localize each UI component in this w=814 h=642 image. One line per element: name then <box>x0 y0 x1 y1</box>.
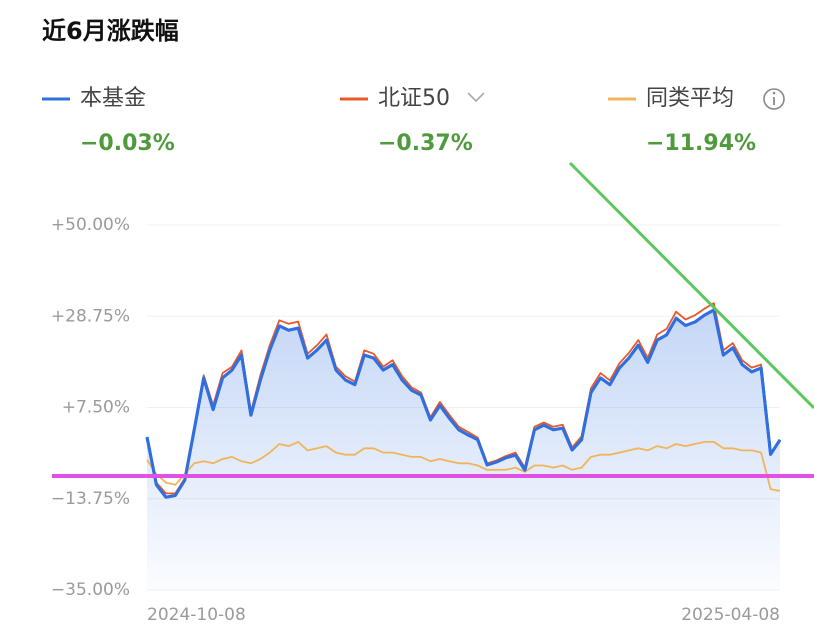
legend-label: 北证50 <box>378 86 450 111</box>
legend-change: −0.37% <box>378 131 473 156</box>
y-tick-label: +7.50% <box>62 398 130 418</box>
line <box>146 441 781 492</box>
y-tick-label: +50.00% <box>51 215 130 235</box>
legend-icons <box>467 88 785 110</box>
y-tick-label: −35.00% <box>51 580 130 600</box>
dropdown-icon[interactable] <box>467 92 485 103</box>
y-tick-label: −13.75% <box>51 489 130 509</box>
area <box>147 310 780 590</box>
legend-label: 同类平均 <box>646 86 734 111</box>
chart-title: 近6月涨跌幅 <box>42 17 179 45</box>
legend-change: −11.94% <box>646 131 756 156</box>
info-icon[interactable] <box>763 88 785 110</box>
x-tick-label: 2025-04-08 <box>681 605 780 625</box>
legend-label: 本基金 <box>80 86 146 111</box>
y-tick-label: +28.75% <box>51 306 130 326</box>
legend-change: −0.03% <box>80 131 175 156</box>
annotation-line <box>568 161 814 410</box>
x-tick-label: 2024-10-08 <box>147 605 246 625</box>
line <box>145 308 782 499</box>
